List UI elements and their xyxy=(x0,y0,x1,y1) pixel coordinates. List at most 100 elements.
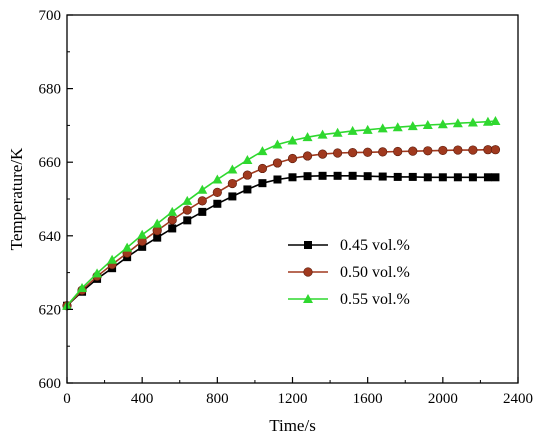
legend-marker xyxy=(304,241,312,249)
data-point xyxy=(77,283,88,293)
y-tick-label: 640 xyxy=(39,229,62,245)
data-point xyxy=(243,185,252,194)
x-tick-label: 400 xyxy=(131,391,154,407)
data-point xyxy=(287,153,298,164)
data-point xyxy=(272,139,283,149)
data-point xyxy=(183,216,192,225)
series-layer xyxy=(62,115,501,311)
data-point xyxy=(453,145,463,155)
data-point xyxy=(317,129,328,139)
x-axis-title: Time/s xyxy=(269,416,316,435)
data-point xyxy=(423,173,432,182)
data-point xyxy=(378,172,387,181)
data-point xyxy=(212,174,223,184)
data-point xyxy=(438,173,447,182)
data-point xyxy=(198,207,207,216)
data-point xyxy=(137,229,148,239)
data-point xyxy=(408,172,417,181)
data-point xyxy=(482,116,493,126)
data-point xyxy=(333,171,342,180)
data-point xyxy=(182,195,193,205)
x-tick-label: 1600 xyxy=(353,391,383,407)
data-point xyxy=(491,173,500,182)
data-point xyxy=(288,173,297,182)
data-point xyxy=(377,123,388,133)
x-tick-label: 2400 xyxy=(503,391,533,407)
legend-label: 0.50 vol.% xyxy=(340,264,410,281)
data-point xyxy=(138,242,147,251)
data-point xyxy=(392,122,403,132)
data-point xyxy=(272,158,283,168)
y-tick-label: 680 xyxy=(39,82,62,98)
data-point xyxy=(408,146,418,156)
y-tick-label: 700 xyxy=(39,8,62,24)
data-point xyxy=(453,173,462,182)
data-point xyxy=(407,121,418,131)
data-point xyxy=(363,147,373,157)
data-point xyxy=(197,196,207,206)
x-tick-label: 0 xyxy=(63,391,71,407)
y-tick-label: 600 xyxy=(39,376,62,392)
data-point xyxy=(393,172,402,181)
data-point xyxy=(423,146,433,156)
x-tick-label: 2000 xyxy=(428,391,458,407)
series-2 xyxy=(62,145,501,311)
legend-marker xyxy=(303,267,313,277)
data-point xyxy=(490,115,501,125)
data-point xyxy=(467,117,478,127)
data-point xyxy=(333,148,343,158)
data-point xyxy=(182,205,192,215)
data-point xyxy=(348,171,357,180)
series-line xyxy=(66,148,496,307)
data-point xyxy=(378,147,388,157)
data-point xyxy=(228,192,237,201)
data-point xyxy=(468,173,477,182)
y-tick-label: 660 xyxy=(39,155,62,171)
legend: 0.45 vol.% 0.50 vol.% 0.55 vol.% xyxy=(288,237,410,308)
data-point xyxy=(483,173,492,182)
legend-label: 0.55 vol.% xyxy=(340,291,410,308)
data-point xyxy=(363,172,372,181)
data-point xyxy=(348,148,358,158)
data-point xyxy=(168,224,177,233)
data-point xyxy=(152,218,163,228)
data-point xyxy=(393,146,403,157)
data-point xyxy=(362,124,373,134)
legend-label: 0.45 vol.% xyxy=(340,237,410,254)
y-axis-title: Temperature/K xyxy=(7,147,26,250)
data-point xyxy=(227,178,237,189)
data-point xyxy=(302,132,313,142)
legend-item: 0.55 vol.% xyxy=(288,291,410,308)
data-point xyxy=(242,154,253,164)
data-point xyxy=(257,163,268,174)
series-line xyxy=(66,175,496,307)
series-3 xyxy=(62,115,501,310)
axes-layer: 0 400 800 1200 1600 2000 2400 600 620 640 660 680 70… xyxy=(39,8,534,407)
data-point xyxy=(167,215,177,225)
legend-item: 0.45 vol.% xyxy=(288,237,410,254)
data-point xyxy=(303,172,312,181)
x-tick-label: 800 xyxy=(206,391,229,407)
data-point xyxy=(107,254,118,264)
data-point xyxy=(452,118,463,128)
data-point xyxy=(242,170,252,180)
data-point xyxy=(213,199,222,208)
y-tick-label: 620 xyxy=(39,302,62,318)
data-point xyxy=(257,146,268,156)
data-point xyxy=(212,187,222,197)
data-point xyxy=(122,242,133,252)
legend-marker xyxy=(303,294,313,303)
data-point xyxy=(468,145,478,155)
data-point xyxy=(92,268,103,278)
x-tick-label: 1200 xyxy=(278,391,308,407)
data-point xyxy=(287,135,298,145)
data-point xyxy=(153,233,162,242)
data-point xyxy=(302,151,313,161)
plot-frame xyxy=(66,14,519,384)
data-point xyxy=(438,145,448,156)
data-point xyxy=(422,120,433,130)
data-point xyxy=(347,125,358,135)
data-point xyxy=(197,184,208,194)
data-point xyxy=(258,179,267,188)
